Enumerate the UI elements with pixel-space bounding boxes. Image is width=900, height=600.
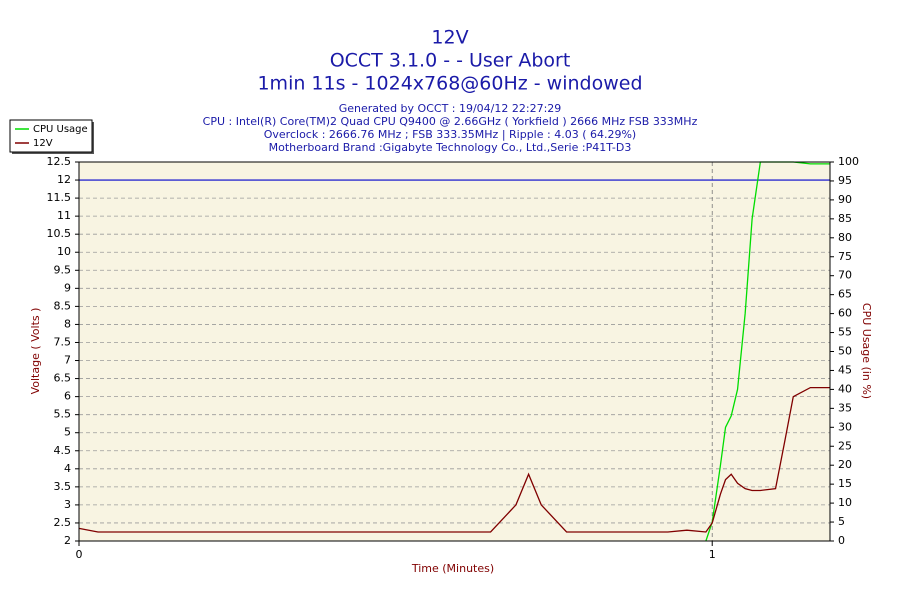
y-tick-label: 11 [57, 209, 71, 222]
y2-tick-label: 70 [838, 269, 852, 282]
y-tick-label: 5 [64, 426, 71, 439]
y2-tick-label: 5 [838, 515, 845, 528]
series-line [78, 386, 830, 533]
y2-tick-label: 85 [838, 212, 852, 225]
y2-tick-label: 60 [838, 307, 852, 320]
subtitle-line: Overclock : 2666.76 MHz ; FSB 333.35MHz … [264, 128, 636, 141]
chart-title: 12V [431, 27, 468, 49]
y2-tick-label: 90 [838, 193, 852, 206]
y2-tick-label: 75 [838, 250, 852, 263]
x-tick-label: 1 [709, 548, 716, 561]
y-tick-label: 6 [64, 390, 71, 403]
y2-tick-label: 50 [838, 345, 852, 358]
y2-tick-label: 45 [838, 363, 852, 376]
y2-tick-label: 15 [838, 477, 852, 490]
y-axis-label: Voltage ( Volts ) [29, 308, 42, 395]
plot-border [78, 161, 831, 542]
legend-label: 12V [33, 138, 53, 149]
x-tick-label: 0 [76, 548, 83, 561]
legend: CPU Usage 12V [9, 119, 94, 154]
y-tick-label: 11.5 [47, 191, 72, 204]
x-axis-label: Time (Minutes) [411, 562, 494, 575]
y2-axis-label: CPU Usage (in %) [860, 303, 873, 399]
y-tick-label: 10 [57, 245, 71, 258]
y2-tick-label: 80 [838, 231, 852, 244]
chart-title-line: OCCT 3.1.0 - - User Abort [330, 50, 571, 72]
y-tick-label: 4 [64, 462, 71, 475]
y2-tick-label: 20 [838, 458, 852, 471]
subtitle-line: CPU : Intel(R) Core(TM)2 Quad CPU Q9400 … [203, 115, 698, 128]
y-tick-label: 5.5 [54, 408, 72, 421]
y-tick-label: 8.5 [54, 299, 72, 312]
chart-title-line: 1min 11s - 1024x768@60Hz - windowed [257, 73, 642, 95]
y-tick-label: 3.5 [54, 480, 72, 493]
y-tick-label: 7 [64, 354, 71, 367]
y2-tick-label: 100 [838, 155, 859, 168]
subtitle-line: Motherboard Brand :Gigabyte Technology C… [269, 141, 632, 154]
y2-tick-label: 10 [838, 496, 852, 509]
y-tick-label: 10.5 [47, 227, 72, 240]
y-tick-label: 2 [64, 534, 71, 547]
y2-tick-label: 55 [838, 326, 852, 339]
y-tick-label: 4.5 [54, 444, 72, 457]
y-tick-label: 3 [64, 498, 71, 511]
y2-tick-label: 95 [838, 174, 852, 187]
y-tick-label: 12.5 [47, 155, 72, 168]
y2-tick-label: 0 [838, 534, 845, 547]
y-tick-label: 2.5 [54, 516, 72, 529]
subtitle-line: Generated by OCCT : 19/04/12 22:27:29 [339, 102, 562, 115]
y-tick-label: 7.5 [54, 335, 72, 348]
y2-tick-label: 30 [838, 420, 852, 433]
legend-box [9, 119, 93, 153]
y-tick-label: 9.5 [54, 263, 72, 276]
y-tick-label: 12 [57, 173, 71, 186]
y-tick-label: 6.5 [54, 372, 72, 385]
y2-tick-label: 65 [838, 288, 852, 301]
y2-tick-label: 35 [838, 401, 852, 414]
y2-tick-label: 25 [838, 439, 852, 452]
y2-tick-label: 40 [838, 382, 852, 395]
plot-area [79, 162, 830, 541]
y-tick-label: 8 [64, 317, 71, 330]
legend-label: CPU Usage [33, 124, 88, 135]
y-tick-label: 9 [64, 281, 71, 294]
